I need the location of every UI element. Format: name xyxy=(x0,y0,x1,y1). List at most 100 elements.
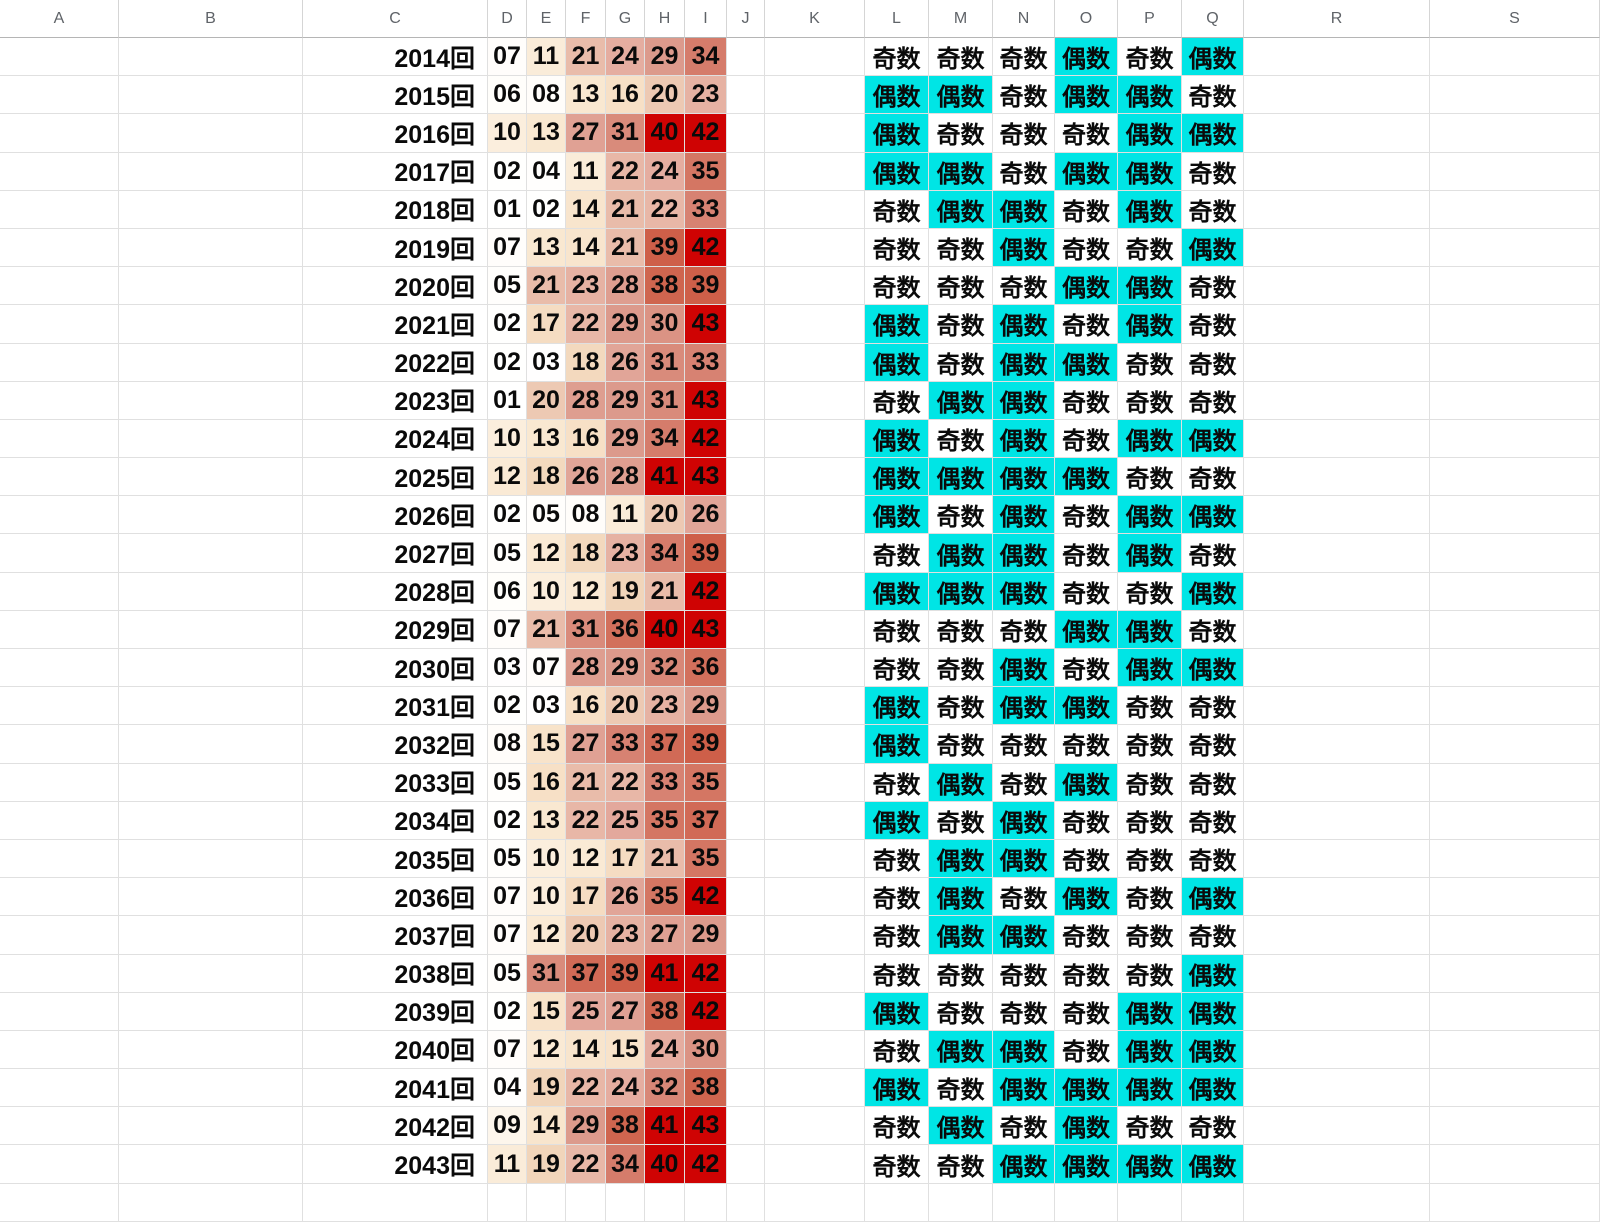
round-label-cell[interactable]: 2018回 xyxy=(303,190,488,229)
lottery-number-cell[interactable]: 27 xyxy=(566,725,606,764)
empty-cell[interactable] xyxy=(1430,152,1600,191)
lottery-number-cell[interactable]: 14 xyxy=(527,1107,566,1146)
lottery-number-cell[interactable]: 18 xyxy=(566,343,606,382)
lottery-number-cell[interactable]: 29 xyxy=(566,1107,606,1146)
lottery-number-cell[interactable]: 28 xyxy=(566,381,606,420)
lottery-number-cell[interactable]: 10 xyxy=(527,878,566,917)
parity-cell[interactable]: 偶数 xyxy=(865,572,929,611)
lottery-number-cell[interactable]: 13 xyxy=(527,801,566,840)
lottery-number-cell[interactable]: 33 xyxy=(645,763,685,802)
lottery-number-cell[interactable]: 43 xyxy=(685,610,727,649)
empty-cell[interactable] xyxy=(1244,992,1430,1031)
empty-cell[interactable] xyxy=(727,114,765,153)
empty-cell[interactable] xyxy=(765,343,865,382)
round-label-cell[interactable]: 2040回 xyxy=(303,1030,488,1070)
empty-cell[interactable] xyxy=(727,76,765,115)
parity-cell[interactable]: 偶数 xyxy=(929,572,993,611)
parity-cell[interactable]: 奇数 xyxy=(865,534,929,573)
lottery-number-cell[interactable]: 20 xyxy=(645,496,685,535)
empty-cell[interactable] xyxy=(1244,381,1430,420)
parity-cell[interactable]: 偶数 xyxy=(1055,38,1118,77)
parity-cell[interactable]: 偶数 xyxy=(1182,228,1244,268)
parity-cell[interactable]: 奇数 xyxy=(865,839,929,879)
parity-cell[interactable]: 奇数 xyxy=(929,228,993,268)
col-header-O[interactable]: O xyxy=(1055,0,1118,38)
lottery-number-cell[interactable]: 13 xyxy=(527,228,566,268)
lottery-number-cell[interactable]: 21 xyxy=(566,763,606,802)
empty-cell[interactable] xyxy=(1430,992,1600,1031)
lottery-number-cell[interactable]: 39 xyxy=(645,228,685,268)
lottery-number-cell[interactable]: 35 xyxy=(685,763,727,802)
lottery-number-cell[interactable]: 40 xyxy=(645,610,685,649)
parity-cell[interactable]: 偶数 xyxy=(1055,1145,1118,1184)
lottery-number-cell[interactable]: 02 xyxy=(527,190,566,229)
empty-cell[interactable] xyxy=(1430,114,1600,153)
empty-cell[interactable] xyxy=(0,458,119,497)
round-label-cell[interactable]: 2034回 xyxy=(303,801,488,840)
lottery-number-cell[interactable]: 39 xyxy=(685,725,727,764)
empty-cell[interactable] xyxy=(765,610,865,649)
empty-cell[interactable] xyxy=(1244,305,1430,344)
lottery-number-cell[interactable]: 03 xyxy=(527,343,566,382)
parity-cell[interactable]: 奇数 xyxy=(1182,458,1244,497)
empty-cell[interactable] xyxy=(119,954,303,993)
empty-cell[interactable] xyxy=(1430,38,1600,77)
empty-cell[interactable] xyxy=(727,763,765,802)
empty-cell[interactable] xyxy=(1244,419,1430,459)
empty-cell[interactable] xyxy=(1244,38,1430,77)
parity-cell[interactable]: 偶数 xyxy=(1182,38,1244,77)
empty-cell[interactable] xyxy=(765,1069,865,1108)
parity-cell[interactable]: 偶数 xyxy=(993,1145,1055,1184)
parity-cell[interactable]: 奇数 xyxy=(865,190,929,229)
parity-cell[interactable]: 奇数 xyxy=(865,1107,929,1146)
empty-cell[interactable] xyxy=(685,1183,727,1222)
parity-cell[interactable]: 偶数 xyxy=(1182,419,1244,459)
parity-cell[interactable]: 奇数 xyxy=(1055,725,1118,764)
lottery-number-cell[interactable]: 02 xyxy=(488,152,527,191)
lottery-number-cell[interactable]: 02 xyxy=(488,801,527,840)
parity-cell[interactable]: 奇数 xyxy=(993,878,1055,917)
lottery-number-cell[interactable]: 38 xyxy=(606,1107,645,1146)
lottery-number-cell[interactable]: 38 xyxy=(645,267,685,306)
lottery-number-cell[interactable]: 22 xyxy=(645,190,685,229)
parity-cell[interactable]: 奇数 xyxy=(1118,801,1182,840)
parity-cell[interactable]: 奇数 xyxy=(993,152,1055,191)
col-header-I[interactable]: I xyxy=(685,0,727,38)
lottery-number-cell[interactable]: 19 xyxy=(527,1145,566,1184)
lottery-number-cell[interactable]: 12 xyxy=(527,916,566,955)
parity-cell[interactable]: 偶数 xyxy=(929,878,993,917)
empty-cell[interactable] xyxy=(0,610,119,649)
empty-cell[interactable] xyxy=(727,458,765,497)
lottery-number-cell[interactable]: 01 xyxy=(488,381,527,420)
round-label-cell[interactable]: 2019回 xyxy=(303,228,488,268)
lottery-number-cell[interactable]: 13 xyxy=(527,114,566,153)
empty-cell[interactable] xyxy=(119,267,303,306)
lottery-number-cell[interactable]: 20 xyxy=(566,916,606,955)
col-header-G[interactable]: G xyxy=(606,0,645,38)
round-label-cell[interactable]: 2031回 xyxy=(303,687,488,726)
lottery-number-cell[interactable]: 34 xyxy=(645,419,685,459)
empty-cell[interactable] xyxy=(727,801,765,840)
lottery-number-cell[interactable]: 22 xyxy=(566,1145,606,1184)
parity-cell[interactable]: 奇数 xyxy=(993,725,1055,764)
parity-cell[interactable]: 偶数 xyxy=(1055,343,1118,382)
parity-cell[interactable]: 偶数 xyxy=(1182,572,1244,611)
empty-cell[interactable] xyxy=(727,228,765,268)
empty-cell[interactable] xyxy=(1244,1183,1430,1222)
parity-cell[interactable]: 偶数 xyxy=(1055,763,1118,802)
parity-cell[interactable]: 奇数 xyxy=(1055,534,1118,573)
empty-cell[interactable] xyxy=(119,763,303,802)
parity-cell[interactable]: 偶数 xyxy=(929,152,993,191)
parity-cell[interactable]: 奇数 xyxy=(929,992,993,1031)
empty-cell[interactable] xyxy=(765,954,865,993)
parity-cell[interactable]: 奇数 xyxy=(1055,992,1118,1031)
lottery-number-cell[interactable]: 27 xyxy=(566,114,606,153)
empty-cell[interactable] xyxy=(727,419,765,459)
parity-cell[interactable]: 奇数 xyxy=(865,228,929,268)
lottery-number-cell[interactable]: 17 xyxy=(527,305,566,344)
round-label-cell[interactable]: 2025回 xyxy=(303,458,488,497)
empty-cell[interactable] xyxy=(1430,343,1600,382)
empty-cell[interactable] xyxy=(0,763,119,802)
parity-cell[interactable]: 奇数 xyxy=(1118,228,1182,268)
col-header-H[interactable]: H xyxy=(645,0,685,38)
